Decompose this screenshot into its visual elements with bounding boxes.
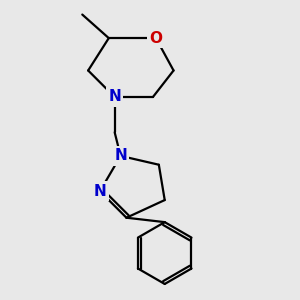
Text: N: N bbox=[114, 148, 127, 164]
Text: O: O bbox=[149, 31, 162, 46]
Text: N: N bbox=[94, 184, 106, 199]
Text: N: N bbox=[108, 89, 121, 104]
